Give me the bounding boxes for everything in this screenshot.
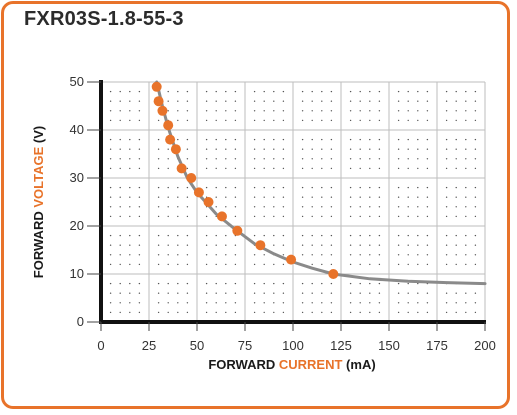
x-tick-label: 75 [238,338,252,353]
data-point [255,240,266,251]
grid-dot-pattern [109,90,477,314]
axis-title-suffix: (V) [31,126,46,147]
x-tick-label: 100 [282,338,304,353]
y-tick-label: 40 [70,122,84,137]
plot-grid [101,81,486,322]
data-point [232,225,243,236]
data-point [170,144,181,155]
x-tick-label: 50 [190,338,204,353]
data-point [151,81,162,92]
data-point [203,197,214,207]
x-tick-label: 150 [378,338,400,353]
x-tick-label: 200 [474,338,496,353]
data-point [193,187,204,198]
axis-title-prefix: FORWARD [208,357,279,372]
y-tick-label: 0 [77,314,84,329]
x-axis-title: FORWARD CURRENT (mA) [208,357,375,372]
data-point [163,120,174,131]
data-point [216,211,227,222]
axis-title-prefix: FORWARD [31,208,46,279]
x-tick-label: 0 [97,338,104,353]
data-point [153,96,164,107]
y-axis-title: FORWARD VOLTAGE (V) [31,126,46,278]
data-point [186,173,197,183]
x-tick-label: 175 [426,338,448,353]
axis-title-highlight: CURRENT [279,357,343,372]
x-tick-label: 125 [330,338,352,353]
fit-curve-layer [155,80,487,286]
tick-labels: 0 10 20 30 40 50 0 25 50 75 100 125 150 175 200 [70,74,496,353]
data-point [176,163,187,174]
data-point [328,269,339,279]
data-point [286,254,297,265]
axis-title-highlight: VOLTAGE [31,146,46,207]
data-points-layer [151,81,339,279]
y-tick-label: 50 [70,74,84,89]
axis-title-suffix: (mA) [342,357,375,372]
x-tick-label: 25 [142,338,156,353]
y-tick-label: 10 [70,266,84,281]
fit-curve [155,80,487,286]
data-point [157,105,168,116]
chart-title: FXR03S-1.8-55-3 [24,8,184,30]
chart-card: FXR03S-1.8-55-3 [1,1,510,409]
data-point [165,134,176,145]
y-tick-label: 20 [70,218,84,233]
y-tick-label: 30 [70,170,84,185]
